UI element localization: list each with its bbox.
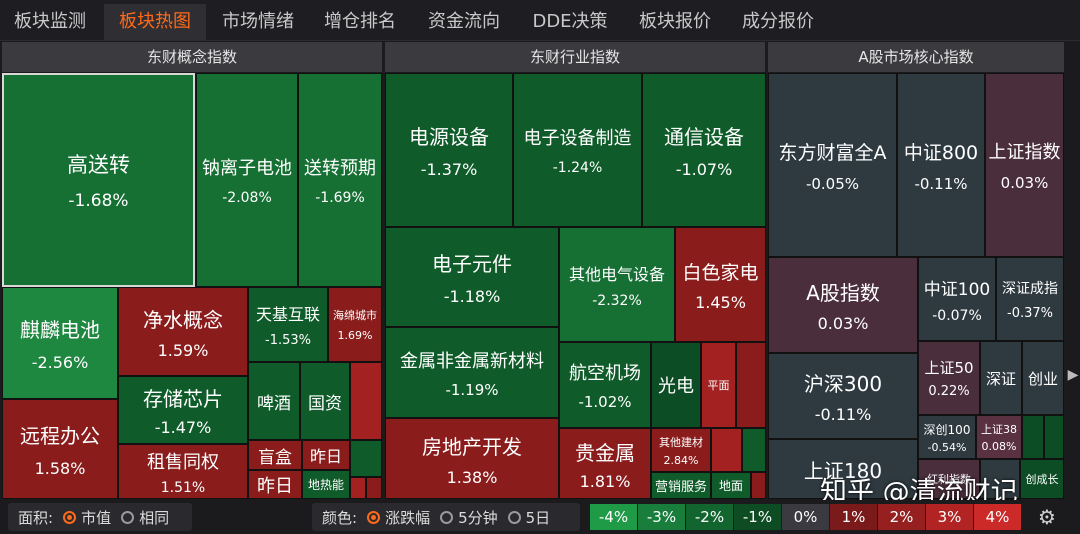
heatmap-tile[interactable]: 深创100 -0.54% bbox=[918, 415, 976, 459]
radio-color-5day[interactable] bbox=[507, 510, 521, 524]
heatmap-tile[interactable]: 上证38 0.08% bbox=[976, 415, 1022, 459]
heatmap-tile[interactable] bbox=[742, 428, 766, 472]
heatmap-tile[interactable]: 其他电气设备 -2.32% bbox=[559, 227, 675, 342]
heatmap-tile[interactable]: 天基互联 -1.53% bbox=[248, 287, 328, 362]
tab-fund-flow[interactable]: 资金流向 bbox=[428, 11, 500, 32]
heatmap-tile[interactable] bbox=[366, 477, 382, 499]
heatmap-tile[interactable]: 金属非金属新材料 -1.19% bbox=[385, 327, 559, 418]
heatmap-tile[interactable] bbox=[736, 342, 766, 428]
tab-position-ranking[interactable]: 增仓排名 bbox=[324, 11, 396, 32]
legend-swatch: -1% bbox=[734, 504, 781, 530]
heatmap-tile[interactable]: 房地产开发 1.38% bbox=[385, 418, 559, 499]
legend-swatch: 2% bbox=[878, 504, 925, 530]
heatmap-tile[interactable]: 深证成指 -0.37% bbox=[996, 257, 1064, 341]
area-label: 面积: bbox=[18, 508, 54, 527]
legend-swatch: 0% bbox=[782, 504, 829, 530]
heatmap-tile[interactable]: 高送转 -1.68% bbox=[2, 73, 195, 287]
heatmap-tile[interactable]: 海绵城市 1.69% bbox=[328, 287, 382, 362]
heatmap-tile[interactable]: 贵金属 1.81% bbox=[559, 428, 651, 499]
heatmap-tile[interactable]: 中证800 -0.11% bbox=[897, 73, 985, 257]
heatmap-tile[interactable]: 上证180 bbox=[768, 439, 918, 499]
heatmap-tile[interactable]: 电子设备制造 -1.24% bbox=[513, 73, 642, 227]
radio-label[interactable]: 涨跌幅 bbox=[385, 508, 431, 527]
heatmap-tile[interactable]: 东方财富全A -0.05% bbox=[768, 73, 897, 257]
heatmap-tile[interactable]: 深证 bbox=[980, 341, 1022, 415]
heatmap-tile[interactable] bbox=[350, 362, 382, 440]
panel-title-core-index: A股市场核心指数 bbox=[768, 42, 1064, 72]
color-control: 颜色: 涨跌幅 5分钟 5日 bbox=[312, 503, 580, 531]
heatmap-tile[interactable]: 光电 bbox=[651, 342, 701, 428]
radio-area-equal[interactable] bbox=[121, 510, 135, 524]
heatmap-tile[interactable] bbox=[1044, 415, 1064, 459]
heatmap-tile[interactable]: 昨日 bbox=[302, 440, 350, 470]
heatmap-tile[interactable]: 净水概念 1.59% bbox=[118, 287, 248, 376]
heatmap-tile[interactable]: 中证100 -0.07% bbox=[918, 257, 996, 341]
tab-sector-monitor[interactable]: 板块监测 bbox=[14, 11, 86, 32]
heatmap-tile[interactable]: 电源设备 -1.37% bbox=[385, 73, 513, 227]
tab-sector-heatmap[interactable]: 板块热图 bbox=[104, 4, 206, 40]
area-control: 面积: 市值 相同 bbox=[8, 503, 192, 531]
gear-icon[interactable]: ⚙ bbox=[1038, 505, 1056, 529]
heatmap-tile[interactable] bbox=[711, 428, 742, 472]
tab-bar: 板块监测 板块热图 市场情绪 增仓排名 资金流向 DDE决策 板块报价 成分报价 bbox=[0, 0, 1080, 41]
color-label: 颜色: bbox=[322, 508, 358, 527]
heatmap-tile[interactable]: 红利指数 bbox=[918, 459, 980, 499]
radio-label[interactable]: 相同 bbox=[139, 508, 170, 527]
heatmap-tile[interactable]: 沪深300 -0.11% bbox=[768, 353, 918, 439]
radio-area-market-cap[interactable] bbox=[63, 510, 77, 524]
heatmap-tile[interactable]: 昨日 bbox=[248, 470, 302, 499]
heatmap-tile[interactable]: 白色家电 1.45% bbox=[675, 227, 766, 342]
legend-swatch: -4% bbox=[590, 504, 637, 530]
heatmap-tile[interactable]: 上证指数 0.03% bbox=[985, 73, 1064, 257]
heatmap-tile[interactable]: 通信设备 -1.07% bbox=[642, 73, 766, 227]
legend-swatch: 3% bbox=[926, 504, 973, 530]
radio-label[interactable]: 5分钟 bbox=[458, 508, 498, 527]
radio-label[interactable]: 市值 bbox=[81, 508, 112, 527]
legend-swatch: 1% bbox=[830, 504, 877, 530]
heatmap-tile[interactable] bbox=[1022, 415, 1044, 459]
radio-color-change-pct[interactable] bbox=[367, 510, 381, 524]
heatmap-tile[interactable]: 上证50 0.22% bbox=[918, 341, 980, 415]
heatmap-tile[interactable]: 盲盒 bbox=[248, 440, 302, 470]
heatmap-tile[interactable]: 创成长 bbox=[1020, 459, 1064, 499]
radio-color-5min[interactable] bbox=[440, 510, 454, 524]
heatmap-tile[interactable]: 钠离子电池 -2.08% bbox=[196, 73, 298, 287]
legend-swatch: 4% bbox=[974, 504, 1021, 530]
chevron-right-icon[interactable]: ▶ bbox=[1067, 367, 1079, 383]
heatmap-tile[interactable]: 平面 bbox=[701, 342, 736, 428]
legend-swatch: -2% bbox=[686, 504, 733, 530]
tab-market-sentiment[interactable]: 市场情绪 bbox=[222, 11, 294, 32]
tab-dde-decision[interactable]: DDE决策 bbox=[532, 11, 608, 32]
heatmap-tile[interactable]: 国资 bbox=[300, 362, 350, 440]
heatmap-tile[interactable]: 地面 bbox=[711, 472, 751, 499]
heatmap-tile[interactable]: 电子元件 -1.18% bbox=[385, 227, 559, 327]
heatmap-tile[interactable] bbox=[350, 477, 366, 499]
heatmap-tile[interactable]: 创业 bbox=[1022, 341, 1064, 415]
heatmap-tile[interactable]: 啤酒 bbox=[248, 362, 300, 440]
tab-component-quote[interactable]: 成分报价 bbox=[742, 11, 814, 32]
heatmap-tile[interactable]: 租售同权 1.51% bbox=[118, 444, 248, 499]
heatmap-tile[interactable]: 营销服务 bbox=[651, 472, 711, 499]
legend-swatch: -3% bbox=[638, 504, 685, 530]
heatmap-tile[interactable]: 地热能 bbox=[302, 470, 350, 499]
tab-sector-quote[interactable]: 板块报价 bbox=[639, 11, 711, 32]
heatmap-tile[interactable]: 远程办公 1.58% bbox=[2, 399, 118, 499]
heatmap-tile[interactable]: 航空机场 -1.02% bbox=[559, 342, 651, 428]
heatmap-tile[interactable]: 麒麟电池 -2.56% bbox=[2, 287, 118, 399]
heatmap-tile[interactable]: 送转预期 -1.69% bbox=[298, 73, 382, 287]
heatmap-tile[interactable] bbox=[980, 459, 1020, 499]
heatmap-tile[interactable]: A股指数 0.03% bbox=[768, 257, 918, 353]
radio-label[interactable]: 5日 bbox=[525, 508, 551, 527]
heatmap-tile[interactable]: 存储芯片 -1.47% bbox=[118, 376, 248, 444]
heatmap-tile[interactable]: 其他建材 2.84% bbox=[651, 428, 711, 472]
heatmap-tile[interactable] bbox=[751, 472, 766, 499]
panel-title-concept: 东财概念指数 bbox=[2, 42, 382, 72]
panel-title-industry: 东财行业指数 bbox=[385, 42, 765, 72]
heatmap-tile[interactable] bbox=[350, 440, 382, 477]
